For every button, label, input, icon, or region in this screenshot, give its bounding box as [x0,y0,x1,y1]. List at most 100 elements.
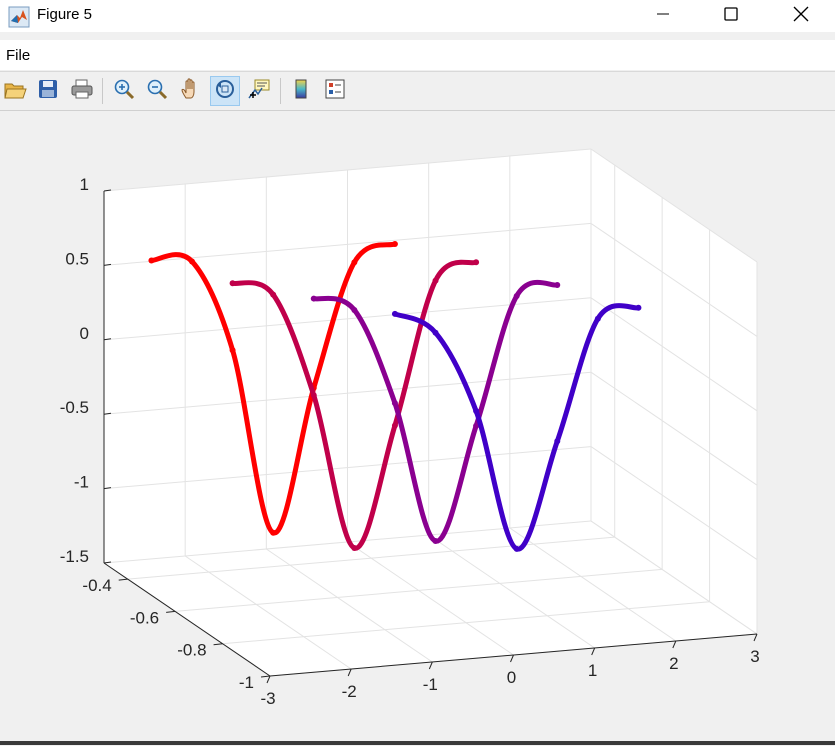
rotate-3d-button[interactable] [210,76,240,106]
x-tick-label: 2 [669,654,678,673]
figure-canvas[interactable]: -3 -2 -1 0 1 2 3 -1 -0.8 -0.6 -0.4 1 0.5 0 -0.5 -1 -1.5 [0,111,835,741]
z-tick-label: 1 [80,175,89,194]
z-tick [103,487,112,490]
x-tick [753,633,758,642]
plot-3d-axes[interactable]: -3 -2 -1 0 1 2 3 -1 -0.8 -0.6 -0.4 1 0.5 0 -0.5 -1 -1.5 [0,111,835,741]
maximize-icon [724,6,738,26]
x-tick-label: -1 [423,675,438,694]
grid-line [103,148,592,192]
grid-line [590,222,758,337]
z-tick [103,189,112,192]
series-point [391,310,398,317]
open-icon [3,78,27,105]
grid-line [266,548,433,663]
z-tick-label: -1.5 [60,547,89,566]
toolbar-divider [280,78,281,104]
close-button[interactable] [778,0,824,32]
figure-toolbar [0,72,835,110]
series-point [189,258,196,265]
save-icon [37,78,59,105]
menu-divider [0,71,835,72]
series-point [351,306,358,313]
window-bottom-edge [0,741,835,745]
grid-line [175,568,663,612]
save-button[interactable] [33,76,63,106]
pan-icon [180,77,202,105]
y-tick-label: -0.8 [177,641,206,660]
series-point [513,292,520,299]
z-tick [103,263,112,266]
y-tick [118,578,128,581]
x-tick [347,668,352,677]
y-tick-label: -0.4 [82,576,111,595]
menu-file[interactable]: File [6,47,31,64]
rotate-3d-icon [214,78,236,105]
grid-line [590,520,758,635]
series-point [554,438,561,445]
series-point [473,422,480,429]
window-title: Figure 5 [37,6,93,23]
series-point [473,259,480,266]
toolbar-divider [102,78,103,104]
y-tick-label: -1 [239,673,254,692]
series-point [310,295,317,302]
y-axis-line [103,562,271,677]
x-tick-label: -2 [342,682,357,701]
grid-line [590,297,758,412]
minimize-button[interactable] [640,0,686,32]
series-point [432,538,439,545]
z-tick-label: 0.5 [65,249,89,268]
z-tick [103,338,112,341]
series-point [594,315,601,322]
z-tick-label: -1 [74,473,89,492]
x-tick-label: 3 [750,647,759,666]
series-point [635,304,642,311]
x-tick-label: -3 [260,689,275,708]
series-point [270,529,277,536]
series-point [432,277,439,284]
x-tick [672,640,677,649]
x-tick [591,647,596,656]
legend-button[interactable] [320,76,350,106]
series-point [554,282,561,289]
title-bar: Figure 5 [0,0,835,32]
grid-line [590,446,758,561]
series-point [391,240,398,247]
y-tick-label: -0.6 [130,608,159,627]
zoom-out-button[interactable] [142,76,172,106]
y-tick [166,610,176,613]
series-point [432,329,439,336]
grid-line [509,527,677,642]
pan-button[interactable] [176,76,206,106]
grid-line [103,371,592,415]
zoom-out-icon [146,78,168,105]
series-point [270,291,277,298]
x-tick-label: 1 [588,661,597,680]
y-tick [213,643,223,646]
colorbar-button[interactable] [286,76,316,106]
y-tick [260,675,271,678]
grid-line [590,371,758,486]
side-wall [591,149,757,634]
print-icon [70,78,94,105]
data-cursor-button[interactable] [244,76,274,106]
matlab-icon [8,6,30,28]
menu-bar: File [0,40,835,70]
open-button[interactable] [0,76,30,106]
x-tick [266,675,271,684]
series-point [229,347,236,354]
print-button[interactable] [67,76,97,106]
series-point [148,257,155,264]
close-icon [793,6,809,27]
grid-line [103,446,592,490]
legend-icon [324,78,346,105]
z-tick [103,561,112,564]
series-point [391,400,398,407]
series-point [473,408,480,415]
colorbar-icon [292,78,310,105]
maximize-button[interactable] [708,0,754,32]
zoom-in-button[interactable] [109,76,139,106]
z-tick-label: -0.5 [60,398,89,417]
series-point [391,422,398,429]
grid-line [127,536,615,580]
